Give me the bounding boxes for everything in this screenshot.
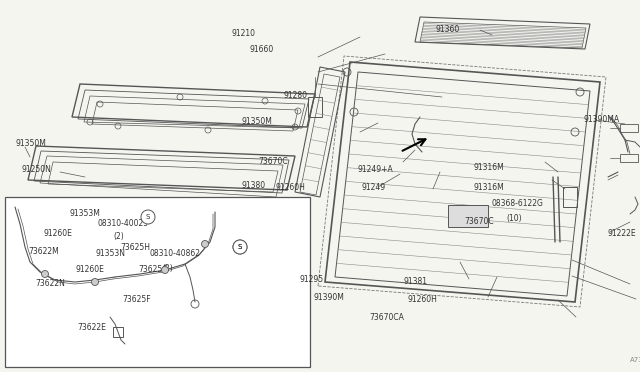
Text: 91280: 91280	[284, 90, 308, 99]
Text: 08310-40025: 08310-40025	[98, 219, 149, 228]
Circle shape	[141, 210, 155, 224]
Text: A736*0·6: A736*0·6	[630, 357, 640, 363]
Text: 91353N: 91353N	[96, 250, 126, 259]
Text: 73625F: 73625F	[122, 295, 150, 305]
Text: 91381: 91381	[404, 278, 428, 286]
Circle shape	[92, 279, 99, 285]
Text: 91660: 91660	[250, 45, 275, 55]
Bar	[620, 154, 638, 162]
Text: 91210: 91210	[232, 29, 256, 38]
Circle shape	[233, 240, 247, 254]
Bar	[5, 197, 310, 367]
Text: 91390M: 91390M	[313, 292, 344, 301]
Text: 91360: 91360	[435, 26, 460, 35]
Text: 73670C: 73670C	[464, 218, 493, 227]
Text: 91390MA: 91390MA	[583, 115, 619, 125]
Text: 73625G: 73625G	[138, 264, 168, 273]
Text: S: S	[146, 214, 150, 220]
Bar	[448, 205, 488, 227]
Text: S: S	[238, 244, 242, 250]
Bar	[563, 187, 577, 207]
Text: (2): (2)	[162, 263, 173, 273]
Text: 91350M: 91350M	[16, 140, 47, 148]
Text: 73622M: 73622M	[28, 247, 59, 257]
Text: 73670C: 73670C	[258, 157, 287, 166]
Text: 73622E: 73622E	[77, 323, 106, 331]
Text: 91249+A: 91249+A	[357, 166, 393, 174]
Circle shape	[233, 240, 247, 254]
Text: 91260E: 91260E	[43, 230, 72, 238]
Text: 73625H: 73625H	[120, 243, 150, 251]
Text: S: S	[238, 244, 242, 250]
Text: 08368-6122G: 08368-6122G	[491, 199, 543, 208]
Circle shape	[42, 270, 49, 278]
Text: 91260E: 91260E	[76, 264, 105, 273]
Text: (2): (2)	[113, 231, 124, 241]
Text: 91380: 91380	[241, 180, 265, 189]
Text: 08310-40862: 08310-40862	[149, 250, 200, 259]
Bar	[113, 327, 123, 337]
Text: 91249: 91249	[362, 183, 386, 192]
Text: 91353M: 91353M	[70, 209, 101, 218]
Text: 91295: 91295	[300, 275, 324, 283]
Text: 91316M: 91316M	[473, 183, 504, 192]
Text: 91260H: 91260H	[276, 183, 306, 192]
Circle shape	[202, 241, 209, 247]
Circle shape	[161, 266, 168, 273]
Text: 91250N: 91250N	[22, 166, 52, 174]
Text: 91316M: 91316M	[473, 163, 504, 171]
Text: 73622N: 73622N	[35, 279, 65, 289]
Text: 91350M: 91350M	[242, 116, 273, 125]
Text: 91222E: 91222E	[607, 230, 636, 238]
Text: (10): (10)	[506, 215, 522, 224]
Bar	[620, 124, 638, 132]
Text: 73670CA: 73670CA	[369, 312, 404, 321]
Text: 91260H: 91260H	[407, 295, 437, 304]
